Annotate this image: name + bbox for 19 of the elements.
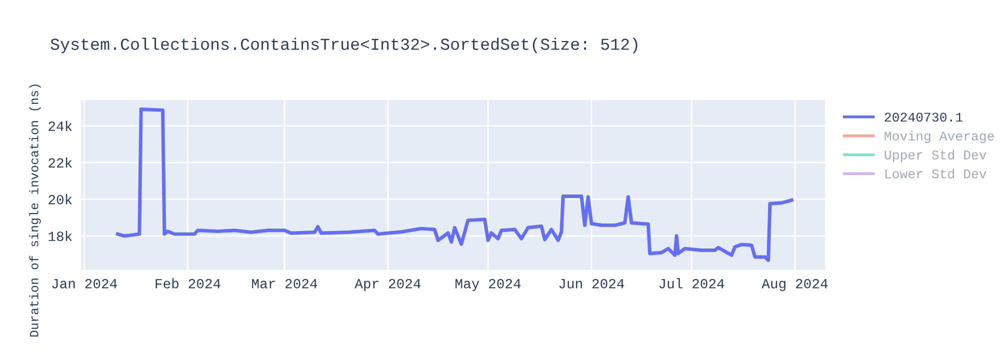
y-axis-title: Duration of single invocation (ns) — [29, 84, 41, 337]
x-tick-label: Feb 2024 — [156, 278, 220, 288]
x-tick-label: Aug 2024 — [762, 278, 828, 292]
x-tick-label: Jan 2024 — [52, 278, 117, 288]
chart-title: System.Collections.ContainsTrue<Int32>.SortedSet(Size: 512) — [50, 38, 638, 54]
x-tick-label: Jul 2024 — [659, 278, 724, 288]
x-tick-label: Apr 2024 — [354, 278, 421, 292]
legend-label: Upper Std Dev — [884, 150, 986, 162]
y-tick-label: 18k — [48, 230, 72, 242]
y-tick-label: 20k — [48, 194, 72, 204]
legend-label: Moving Average — [884, 130, 994, 144]
x-tick-label: Jun 2024 — [559, 278, 624, 288]
legend-label: Lower Std Dev — [885, 168, 986, 178]
legend-label: 20240730.1 — [884, 112, 962, 122]
y-tick-label: 22k — [48, 157, 72, 168]
x-tick-label: Mar 2024 — [252, 278, 318, 288]
x-tick-label: May 2024 — [456, 278, 521, 292]
line-series — [116, 108, 794, 262]
y-tick-label: 24k — [48, 120, 72, 131]
